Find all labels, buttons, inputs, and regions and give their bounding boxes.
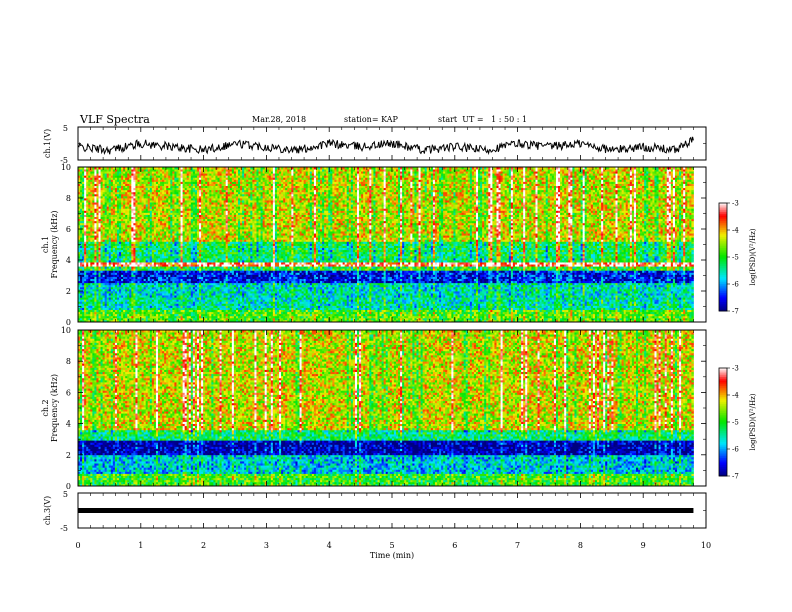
ch1-waveform-panel: 5-5ch.1(V) — [43, 124, 706, 165]
y-tick-label: 5 — [63, 124, 68, 133]
figure-title: VLF Spectra — [79, 113, 150, 126]
ch1-trace — [78, 137, 693, 155]
station-label: station= KAP — [344, 115, 399, 124]
start-time-label: start UT = 1 : 50 : 1 — [438, 115, 527, 124]
y-axis-label: ch.1(V) — [43, 129, 52, 158]
date-label: Mar.28, 2018 — [252, 115, 306, 124]
vlf-spectra-figure: VLF Spectra Mar.28, 2018 station= KAP st… — [0, 0, 792, 612]
